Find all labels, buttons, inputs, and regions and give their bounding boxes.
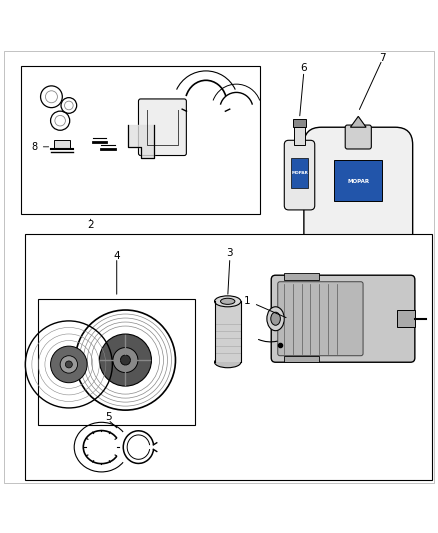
- FancyBboxPatch shape: [345, 125, 371, 149]
- Circle shape: [65, 361, 72, 368]
- Bar: [284, 273, 319, 279]
- Bar: [334, 160, 382, 201]
- FancyBboxPatch shape: [271, 275, 415, 362]
- Bar: [397, 310, 415, 327]
- Ellipse shape: [215, 296, 241, 307]
- Text: 3: 3: [226, 248, 233, 259]
- Circle shape: [99, 334, 152, 386]
- Circle shape: [50, 346, 87, 383]
- FancyBboxPatch shape: [278, 282, 363, 356]
- Text: 5: 5: [105, 411, 111, 422]
- Ellipse shape: [220, 298, 235, 304]
- Text: 4: 4: [113, 251, 120, 261]
- Text: 7: 7: [379, 53, 385, 62]
- Text: 2: 2: [87, 220, 94, 230]
- Bar: [284, 356, 319, 362]
- FancyBboxPatch shape: [284, 140, 315, 210]
- Circle shape: [60, 356, 78, 373]
- Circle shape: [120, 355, 131, 365]
- Ellipse shape: [215, 357, 241, 368]
- Bar: [291, 158, 308, 188]
- Text: 8: 8: [31, 142, 37, 152]
- Circle shape: [113, 348, 138, 373]
- Text: 1: 1: [244, 296, 251, 306]
- Bar: [294, 127, 305, 144]
- Bar: [293, 118, 307, 127]
- Text: MOPAR: MOPAR: [347, 179, 369, 184]
- Ellipse shape: [267, 307, 284, 330]
- Bar: [215, 301, 241, 362]
- Bar: [54, 140, 70, 148]
- Text: MOPAR: MOPAR: [291, 171, 308, 175]
- FancyBboxPatch shape: [304, 127, 413, 271]
- FancyBboxPatch shape: [138, 99, 186, 156]
- Polygon shape: [127, 125, 154, 158]
- Bar: [25, 234, 432, 480]
- Ellipse shape: [271, 312, 280, 325]
- Bar: [21, 66, 260, 214]
- Polygon shape: [350, 116, 366, 127]
- Bar: [39, 299, 195, 425]
- Text: 6: 6: [300, 63, 307, 74]
